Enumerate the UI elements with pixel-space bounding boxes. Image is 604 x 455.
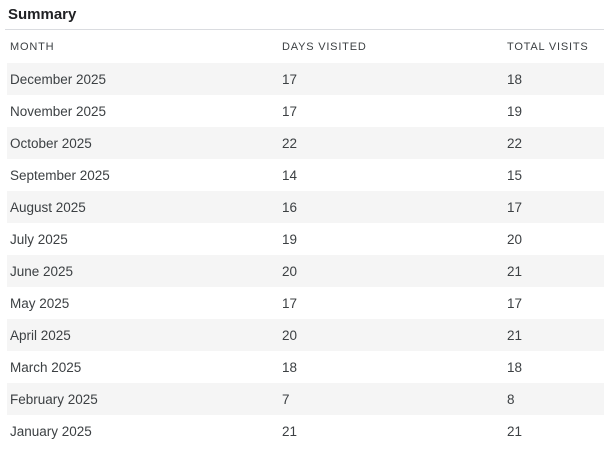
table-row: September 2025 14 15 bbox=[7, 159, 604, 191]
cell-month: April 2025 bbox=[10, 327, 71, 343]
cell-total-visits: 21 bbox=[507, 263, 523, 279]
cell-total-visits: 17 bbox=[507, 295, 523, 311]
cell-days-visited: 17 bbox=[282, 295, 298, 311]
cell-total-visits: 21 bbox=[507, 327, 523, 343]
title-divider bbox=[5, 29, 604, 30]
table-row: December 2025 17 18 bbox=[7, 63, 604, 95]
table-row: July 2025 19 20 bbox=[7, 223, 604, 255]
cell-days-visited: 20 bbox=[282, 263, 298, 279]
cell-total-visits: 8 bbox=[507, 391, 515, 407]
cell-total-visits: 15 bbox=[507, 167, 523, 183]
cell-month: October 2025 bbox=[10, 135, 92, 151]
cell-month: September 2025 bbox=[10, 167, 110, 183]
cell-days-visited: 16 bbox=[282, 199, 298, 215]
cell-total-visits: 17 bbox=[507, 199, 523, 215]
cell-month: July 2025 bbox=[10, 231, 68, 247]
cell-days-visited: 17 bbox=[282, 71, 298, 87]
cell-days-visited: 18 bbox=[282, 359, 298, 375]
cell-month: February 2025 bbox=[10, 391, 98, 407]
cell-days-visited: 14 bbox=[282, 167, 298, 183]
cell-total-visits: 20 bbox=[507, 231, 523, 247]
cell-month: December 2025 bbox=[10, 71, 107, 87]
cell-days-visited: 7 bbox=[282, 391, 290, 407]
cell-days-visited: 20 bbox=[282, 327, 298, 343]
cell-month: June 2025 bbox=[10, 263, 74, 279]
table-row: March 2025 18 18 bbox=[7, 351, 604, 383]
cell-total-visits: 21 bbox=[507, 423, 523, 439]
cell-total-visits: 18 bbox=[507, 71, 523, 87]
table-row: January 2025 21 21 bbox=[7, 415, 604, 447]
cell-month: March 2025 bbox=[10, 359, 82, 375]
page-title: Summary bbox=[8, 6, 77, 23]
summary-table: MONTH DAYS VISITED TOTAL VISITS December… bbox=[7, 30, 604, 447]
table-body: December 2025 17 18 November 2025 17 19 Octobe… bbox=[7, 63, 604, 447]
table-header-row: MONTH DAYS VISITED TOTAL VISITS bbox=[7, 30, 604, 63]
cell-days-visited: 17 bbox=[282, 103, 298, 119]
table-row: August 2025 16 17 bbox=[7, 191, 604, 223]
column-header-total-visits: TOTAL VISITS bbox=[507, 40, 589, 53]
table-row: May 2025 17 17 bbox=[7, 287, 604, 319]
cell-days-visited: 19 bbox=[282, 231, 298, 247]
cell-total-visits: 22 bbox=[507, 135, 523, 151]
cell-month: August 2025 bbox=[10, 199, 86, 215]
cell-days-visited: 22 bbox=[282, 135, 298, 151]
summary-page: Summary MONTH DAYS VISITED TOTAL VISITS … bbox=[0, 5, 604, 455]
column-header-month: MONTH bbox=[10, 40, 55, 53]
cell-month: November 2025 bbox=[10, 103, 107, 119]
table-row: November 2025 17 19 bbox=[7, 95, 604, 127]
cell-month: May 2025 bbox=[10, 295, 70, 311]
cell-total-visits: 18 bbox=[507, 359, 523, 375]
column-header-days-visited: DAYS VISITED bbox=[282, 40, 367, 53]
table-row: February 2025 7 8 bbox=[7, 383, 604, 415]
table-row: October 2025 22 22 bbox=[7, 127, 604, 159]
cell-days-visited: 21 bbox=[282, 423, 298, 439]
table-row: April 2025 20 21 bbox=[7, 319, 604, 351]
cell-month: January 2025 bbox=[10, 423, 92, 439]
table-row: June 2025 20 21 bbox=[7, 255, 604, 287]
cell-total-visits: 19 bbox=[507, 103, 523, 119]
